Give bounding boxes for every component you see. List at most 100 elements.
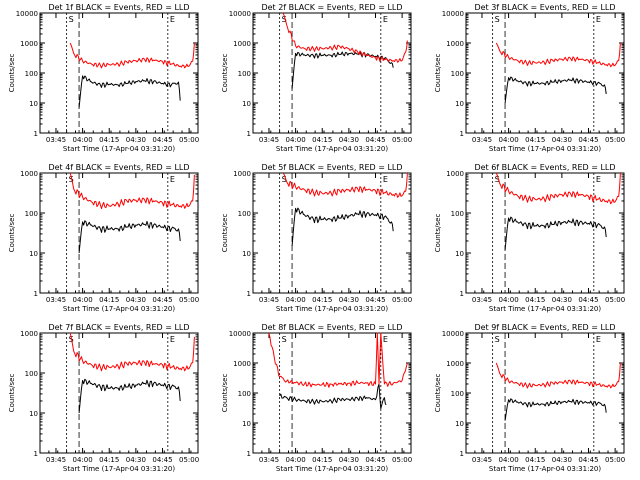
y-tick-label: 1000: [20, 40, 38, 48]
y-tick-label: 1: [34, 450, 38, 458]
x-tick-label: 03:45: [259, 136, 279, 144]
plot-frame: [252, 12, 412, 134]
y-tick-label: 1: [34, 290, 38, 298]
y-tick-label: 100: [238, 210, 251, 218]
x-tick-label: 05:00: [605, 296, 625, 304]
x-tick-label: 04:00: [286, 296, 306, 304]
y-tick-label: 10: [29, 250, 38, 258]
x-tick-label: 05:00: [179, 136, 199, 144]
y-axis-label: Counts/sec: [8, 214, 16, 253]
x-axis-label: Start Time (17-Apr-04 03:31:20): [63, 305, 175, 313]
panel-title: Det 5f BLACK = Events, RED = LLD: [261, 163, 402, 172]
x-tick-label: 04:45: [578, 296, 598, 304]
y-axis-label: Counts/sec: [434, 374, 442, 413]
x-axis-label: Start Time (17-Apr-04 03:31:20): [63, 465, 175, 473]
panel-det-4: Det 4f BLACK = Events, RED = LLD 1 10 100 10…: [8, 163, 199, 313]
x-tick-label: 04:15: [99, 296, 119, 304]
x-tick-label: 05:00: [392, 136, 412, 144]
x-tick-label: 04:30: [126, 296, 146, 304]
x-tick-label: 04:00: [499, 296, 519, 304]
x-tick-label: 04:45: [365, 136, 385, 144]
x-tick-label: 04:30: [339, 296, 359, 304]
end-marker-label: E: [383, 15, 388, 24]
x-tick-label: 04:45: [152, 296, 172, 304]
start-marker-label: S: [69, 175, 74, 184]
y-axis-label: Counts/sec: [221, 54, 229, 93]
panel-title: Det 1f BLACK = Events, RED = LLD: [48, 3, 189, 12]
plot-frame: [252, 332, 412, 454]
panel-title: Det 3f BLACK = Events, RED = LLD: [474, 3, 615, 12]
y-tick-label: 1000: [20, 330, 38, 338]
end-marker-label: E: [170, 335, 175, 344]
y-tick-label: 10: [455, 250, 464, 258]
y-tick-label: 10: [242, 250, 251, 258]
start-marker-label: S: [282, 335, 287, 344]
y-axis-label: Counts/sec: [8, 54, 16, 93]
panel-det-6: Det 6f BLACK = Events, RED = LLD 1 10 100 10…: [434, 163, 625, 313]
plot-frame: [39, 172, 199, 294]
x-tick-label: 04:00: [499, 456, 519, 464]
lld-series-line: [495, 362, 621, 389]
y-tick-label: 1: [247, 290, 251, 298]
x-tick-label: 04:30: [126, 136, 146, 144]
x-tick-label: 04:00: [499, 136, 519, 144]
events-series-line: [291, 207, 394, 247]
panel-title: Det 4f BLACK = Events, RED = LLD: [48, 163, 189, 172]
y-axis-label: Counts/sec: [221, 374, 229, 413]
y-tick-label: 100: [25, 70, 38, 78]
y-tick-label: 10: [455, 100, 464, 108]
y-tick-label: 10: [29, 410, 38, 418]
x-tick-label: 04:00: [286, 136, 306, 144]
y-tick-label: 10: [242, 420, 251, 428]
y-tick-label: 1000: [233, 40, 251, 48]
events-series-line: [504, 76, 607, 104]
events-series-line: [78, 75, 181, 108]
y-tick-label: 1: [247, 130, 251, 138]
x-axis-label: Start Time (17-Apr-04 03:31:20): [489, 145, 601, 153]
y-tick-label: 10: [29, 100, 38, 108]
x-tick-label: 03:45: [46, 136, 66, 144]
x-tick-label: 04:30: [339, 456, 359, 464]
x-axis-label: Start Time (17-Apr-04 03:31:20): [489, 465, 601, 473]
start-marker-label: S: [282, 15, 287, 24]
end-marker-label: E: [383, 175, 388, 184]
end-marker-label: E: [170, 175, 175, 184]
x-tick-label: 04:00: [73, 136, 93, 144]
y-tick-label: 100: [25, 370, 38, 378]
y-tick-label: 1: [460, 130, 464, 138]
plot-frame: [39, 332, 199, 454]
start-marker-label: S: [495, 15, 500, 24]
plot-frame: [39, 12, 199, 134]
events-series-line: [78, 220, 181, 254]
panel-title: Det 2f BLACK = Events, RED = LLD: [261, 3, 402, 12]
x-tick-label: 04:15: [99, 136, 119, 144]
events-series-line: [504, 216, 607, 250]
x-tick-label: 05:00: [392, 456, 412, 464]
x-tick-label: 04:45: [578, 456, 598, 464]
x-tick-label: 04:15: [525, 136, 545, 144]
y-tick-label: 100: [451, 210, 464, 218]
y-tick-label: 100: [451, 70, 464, 78]
y-tick-label: 1: [247, 450, 251, 458]
end-marker-label: E: [383, 335, 388, 344]
y-tick-label: 1000: [446, 170, 464, 178]
x-tick-label: 04:30: [552, 136, 572, 144]
lld-series-line: [69, 42, 195, 69]
y-tick-label: 1000: [446, 40, 464, 48]
end-marker-label: E: [596, 335, 601, 344]
x-tick-label: 04:45: [365, 296, 385, 304]
y-tick-label: 1000: [446, 360, 464, 368]
lld-series-line: [495, 42, 621, 68]
x-tick-label: 04:30: [552, 456, 572, 464]
lld-series-line: [282, 172, 408, 198]
start-marker-label: S: [495, 175, 500, 184]
end-marker-label: E: [170, 15, 175, 24]
panel-det-1: Det 1f BLACK = Events, RED = LLD 1 10 100 10…: [8, 3, 199, 153]
y-tick-label: 10000: [16, 10, 38, 18]
x-tick-label: 05:00: [179, 456, 199, 464]
y-tick-label: 1000: [233, 360, 251, 368]
panel-title: Det 8f BLACK = Events, RED = LLD: [261, 323, 402, 332]
x-tick-label: 04:15: [525, 296, 545, 304]
y-tick-label: 10: [455, 420, 464, 428]
